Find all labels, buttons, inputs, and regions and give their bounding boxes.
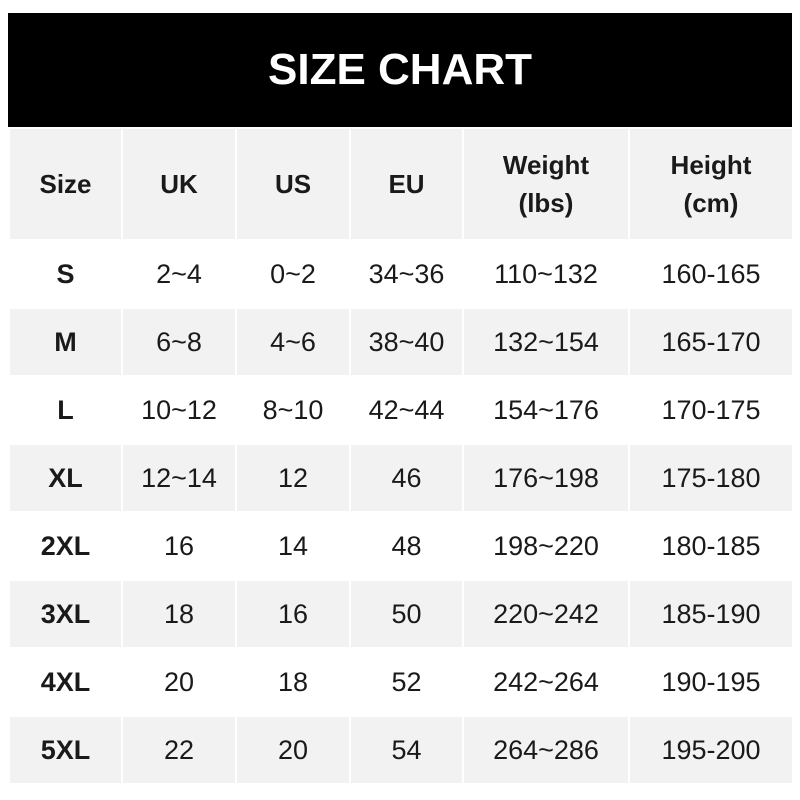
table-cell: 14 (235, 511, 351, 581)
table-cell: 48 (349, 511, 464, 581)
table-cell: 110~132 (462, 239, 630, 309)
table-cell: 176~198 (462, 443, 630, 513)
column-header-text: (lbs) (518, 188, 574, 218)
header-row: Size UK US EU Weight (lbs) Height (cm) (8, 127, 794, 241)
size-label: 5XL (8, 715, 123, 785)
table-cell: 154~176 (462, 375, 630, 445)
column-header: Size (8, 127, 123, 241)
table-row: XL 12~14 12 46 176~198 175-180 (8, 443, 794, 513)
table-cell: 180-185 (628, 511, 794, 581)
table-row: 2XL 16 14 48 198~220 180-185 (8, 511, 794, 581)
table-cell: 34~36 (349, 239, 464, 309)
column-header-text: UK (160, 169, 198, 199)
column-header: UK (121, 127, 237, 241)
size-label: 4XL (8, 647, 123, 717)
table-cell: 12 (235, 443, 351, 513)
column-header: EU (349, 127, 464, 241)
table-cell: 2~4 (121, 239, 237, 309)
size-table: Size UK US EU Weight (lbs) Height (cm) S 2~4 0~2 3… (8, 127, 794, 785)
table-row: 5XL 22 20 54 264~286 195-200 (8, 715, 794, 785)
table-cell: 22 (121, 715, 237, 785)
table-row: M 6~8 4~6 38~40 132~154 165-170 (8, 307, 794, 377)
table-cell: 10~12 (121, 375, 237, 445)
table-cell: 132~154 (462, 307, 630, 377)
table-cell: 50 (349, 579, 464, 649)
column-header: US (235, 127, 351, 241)
size-chart: SIZE CHART Size UK US EU Weight (lbs) Height (c… (8, 13, 794, 785)
column-header-text: Size (39, 169, 92, 199)
table-cell: 198~220 (462, 511, 630, 581)
table-cell: 8~10 (235, 375, 351, 445)
table-cell: 220~242 (462, 579, 630, 649)
size-label: S (8, 239, 123, 309)
size-label: L (8, 375, 123, 445)
column-header-text: EU (388, 169, 425, 199)
table-cell: 42~44 (349, 375, 464, 445)
table-cell: 170-175 (628, 375, 794, 445)
size-label: 2XL (8, 511, 123, 581)
table-cell: 20 (121, 647, 237, 717)
table-cell: 175-180 (628, 443, 794, 513)
table-cell: 16 (235, 579, 351, 649)
table-cell: 195-200 (628, 715, 794, 785)
table-cell: 38~40 (349, 307, 464, 377)
table-cell: 6~8 (121, 307, 237, 377)
table-row: 3XL 18 16 50 220~242 185-190 (8, 579, 794, 649)
size-label: M (8, 307, 123, 377)
column-header-text: Weight (502, 150, 590, 180)
table-cell: 165-170 (628, 307, 794, 377)
table-cell: 160-165 (628, 239, 794, 309)
table-cell: 242~264 (462, 647, 630, 717)
chart-title: SIZE CHART (8, 13, 792, 127)
size-label: XL (8, 443, 123, 513)
column-header-text: US (274, 169, 312, 199)
table-cell: 18 (121, 579, 237, 649)
table-cell: 52 (349, 647, 464, 717)
table-cell: 264~286 (462, 715, 630, 785)
table-cell: 54 (349, 715, 464, 785)
table-cell: 20 (235, 715, 351, 785)
table-cell: 0~2 (235, 239, 351, 309)
table-cell: 16 (121, 511, 237, 581)
column-header-text: Height (670, 150, 752, 180)
table-cell: 46 (349, 443, 464, 513)
table-row: 4XL 20 18 52 242~264 190-195 (8, 647, 794, 717)
table-cell: 190-195 (628, 647, 794, 717)
column-header: Height (cm) (628, 127, 794, 241)
table-cell: 12~14 (121, 443, 237, 513)
size-label: 3XL (8, 579, 123, 649)
column-header-text: (cm) (683, 188, 739, 218)
column-header: Weight (lbs) (462, 127, 630, 241)
table-cell: 18 (235, 647, 351, 717)
table-row: L 10~12 8~10 42~44 154~176 170-175 (8, 375, 794, 445)
table-cell: 4~6 (235, 307, 351, 377)
table-row: S 2~4 0~2 34~36 110~132 160-165 (8, 239, 794, 309)
table-cell: 185-190 (628, 579, 794, 649)
